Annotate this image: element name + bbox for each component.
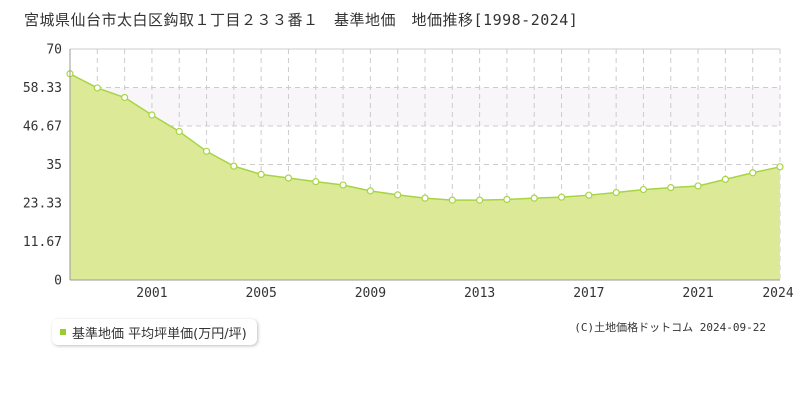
- data-point: [694, 182, 702, 190]
- data-point: [93, 84, 101, 92]
- data-point: [312, 178, 320, 186]
- data-point: [476, 196, 484, 204]
- data-point: [175, 127, 183, 136]
- x-tick-label: 2005: [245, 286, 276, 301]
- data-point: [202, 147, 211, 155]
- data-point: [585, 191, 593, 199]
- data-point: [366, 187, 374, 195]
- data-point: [448, 196, 456, 204]
- data-point: [557, 193, 566, 201]
- data-point: [721, 175, 729, 183]
- y-tick-label: 46.67: [23, 119, 62, 134]
- y-tick-label: 23.33: [23, 197, 62, 212]
- data-point: [421, 194, 429, 202]
- data-point: [639, 185, 648, 194]
- data-point: [121, 93, 129, 102]
- legend-label: 基準地価 平均坪単価(万円/坪): [72, 326, 247, 342]
- x-tick-label: 2017: [573, 286, 604, 301]
- data-point: [667, 184, 675, 192]
- data-point: [503, 195, 511, 204]
- x-tick-label: 2013: [464, 286, 495, 301]
- data-point: [284, 174, 293, 182]
- series-points: [66, 70, 784, 204]
- y-tick-label: 58.33: [23, 81, 62, 96]
- series-area-fill: [70, 73, 780, 280]
- axes: [69, 49, 780, 281]
- data-point: [749, 169, 757, 177]
- data-point: [776, 163, 784, 171]
- x-tick-labels: 2001 2005 2009 2013 2017 2021 2024: [136, 286, 794, 301]
- data-point: [148, 111, 156, 119]
- data-point: [257, 170, 265, 178]
- data-point: [394, 191, 402, 199]
- y-tick-label: 70: [46, 43, 62, 58]
- data-point: [612, 188, 620, 197]
- x-tick-label: 2001: [136, 286, 167, 301]
- x-tick-label: 2021: [682, 286, 713, 301]
- y-tick-label: 35: [46, 158, 62, 173]
- data-point: [230, 162, 238, 170]
- legend: 基準地価 平均坪単価(万円/坪): [52, 319, 257, 345]
- x-tick-label: 2024: [762, 286, 793, 301]
- credit-text: (C)土地価格ドットコム 2024-09-22: [574, 321, 766, 334]
- x-tick-label: 2009: [355, 286, 386, 301]
- y-tick-label: 11.67: [23, 235, 62, 250]
- y-tick-labels: 0 11.67 23.33 35 46.67 58.33 70: [23, 43, 62, 289]
- legend-swatch: [60, 329, 66, 335]
- y-tick-label: 0: [54, 274, 62, 289]
- data-point: [339, 181, 347, 189]
- chart-title: 宮城県仙台市太白区鈎取１丁目２３３番１ 基準地価 地価推移[1998-2024]: [24, 11, 579, 29]
- data-point: [530, 194, 538, 202]
